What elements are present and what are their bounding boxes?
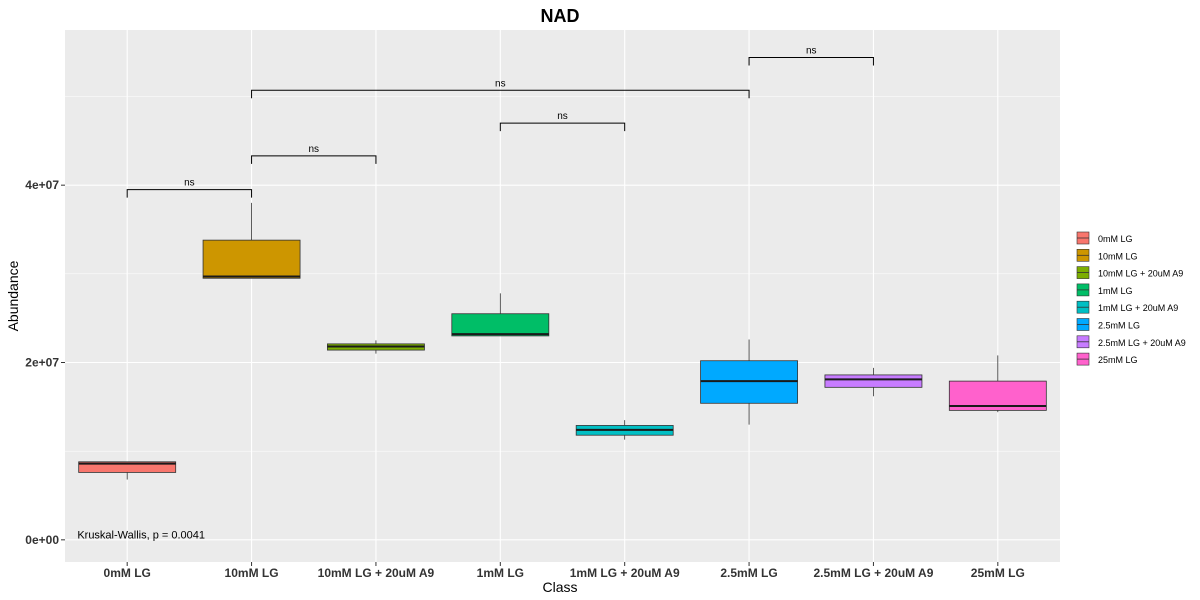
box-body	[824, 374, 923, 388]
comparison-1: ns	[251, 144, 377, 164]
y-tick-label: 2e+07	[25, 356, 59, 370]
box-body	[451, 313, 550, 337]
comparison-2: ns	[499, 111, 626, 132]
comparison-bracket	[748, 56, 874, 66]
legend-label: 10mM LG	[1098, 251, 1138, 261]
legend-entry-6: 2.5mM LG + 20uM A9	[1076, 335, 1186, 349]
x-axis-title: Class	[542, 579, 577, 595]
legend-label: 25mM LG	[1098, 355, 1138, 365]
comparison-label: ns	[806, 45, 817, 56]
y-axis: 0e+00 2e+07 4e+07	[25, 178, 65, 547]
comparison-bracket	[251, 89, 750, 99]
y-tick-label: 0e+00	[25, 533, 59, 547]
comparison-label: ns	[495, 78, 506, 89]
plot-panel	[65, 30, 1060, 562]
box-7	[948, 355, 1047, 413]
box-4	[575, 420, 674, 440]
box-1	[202, 202, 301, 279]
comparison-bracket	[499, 122, 626, 132]
legend-label: 0mM LG	[1098, 234, 1133, 244]
comparison-bracket	[126, 189, 253, 198]
comparison-label: ns	[184, 178, 195, 189]
legend-label: 2.5mM LG + 20uM A9	[1098, 338, 1186, 348]
legend-entry-3: 1mM LG	[1076, 283, 1133, 297]
x-tick-label: 10mM LG	[225, 566, 279, 580]
x-tick-label: 1mM LG + 20uM A9	[570, 566, 680, 580]
legend-label: 1mM LG + 20uM A9	[1098, 303, 1178, 313]
comparison-4: ns	[748, 45, 874, 66]
x-axis: 0mM LG 10mM LG 10mM LG + 20uM A9 1mM LG 1mM …	[104, 562, 1025, 580]
box-series	[78, 202, 1047, 480]
x-tick-label: 2.5mM LG	[720, 566, 777, 580]
legend-label: 2.5mM LG	[1098, 321, 1140, 331]
legend-entry-0: 0mM LG	[1076, 231, 1133, 245]
box-6	[824, 367, 923, 397]
significance-brackets: ns ns ns ns ns	[126, 45, 874, 198]
legend-label: 10mM LG + 20uM A9	[1098, 269, 1183, 279]
legend-label: 1mM LG	[1098, 286, 1133, 296]
x-tick-label: 25mM LG	[971, 566, 1025, 580]
y-tick-label: 4e+07	[25, 178, 59, 192]
chart-title: NAD	[541, 6, 580, 26]
grid-lines	[65, 30, 1060, 562]
comparison-bracket	[251, 155, 377, 164]
box-0	[78, 461, 177, 480]
legend-entry-1: 10mM LG	[1076, 249, 1138, 262]
box-3	[451, 293, 550, 337]
legend-entry-7: 25mM LG	[1076, 352, 1138, 366]
box-body	[202, 239, 301, 279]
x-tick-label: 2.5mM LG + 20uM A9	[813, 566, 933, 580]
legend-entry-2: 10mM LG + 20uM A9	[1076, 266, 1183, 279]
legend: 0mM LG 10mM LG 10mM LG + 20uM A9 1mM LG 1mM …	[1076, 231, 1186, 366]
comparison-label: ns	[308, 144, 319, 155]
kruskal-wallis-annotation: Kruskal-Wallis, p = 0.0041	[77, 529, 205, 541]
x-tick-label: 10mM LG + 20uM A9	[318, 566, 435, 580]
comparison-0: ns	[126, 178, 253, 198]
comparison-3: ns	[251, 78, 750, 99]
y-axis-title: Abundance	[5, 260, 21, 331]
box-2	[327, 340, 425, 354]
box-body	[78, 461, 177, 473]
legend-entry-4: 1mM LG + 20uM A9	[1076, 300, 1178, 314]
comparison-label: ns	[557, 111, 568, 122]
legend-entry-5: 2.5mM LG	[1076, 318, 1140, 331]
box-5	[700, 339, 798, 425]
x-tick-label: 0mM LG	[104, 566, 151, 580]
x-tick-label: 1mM LG	[477, 566, 524, 580]
